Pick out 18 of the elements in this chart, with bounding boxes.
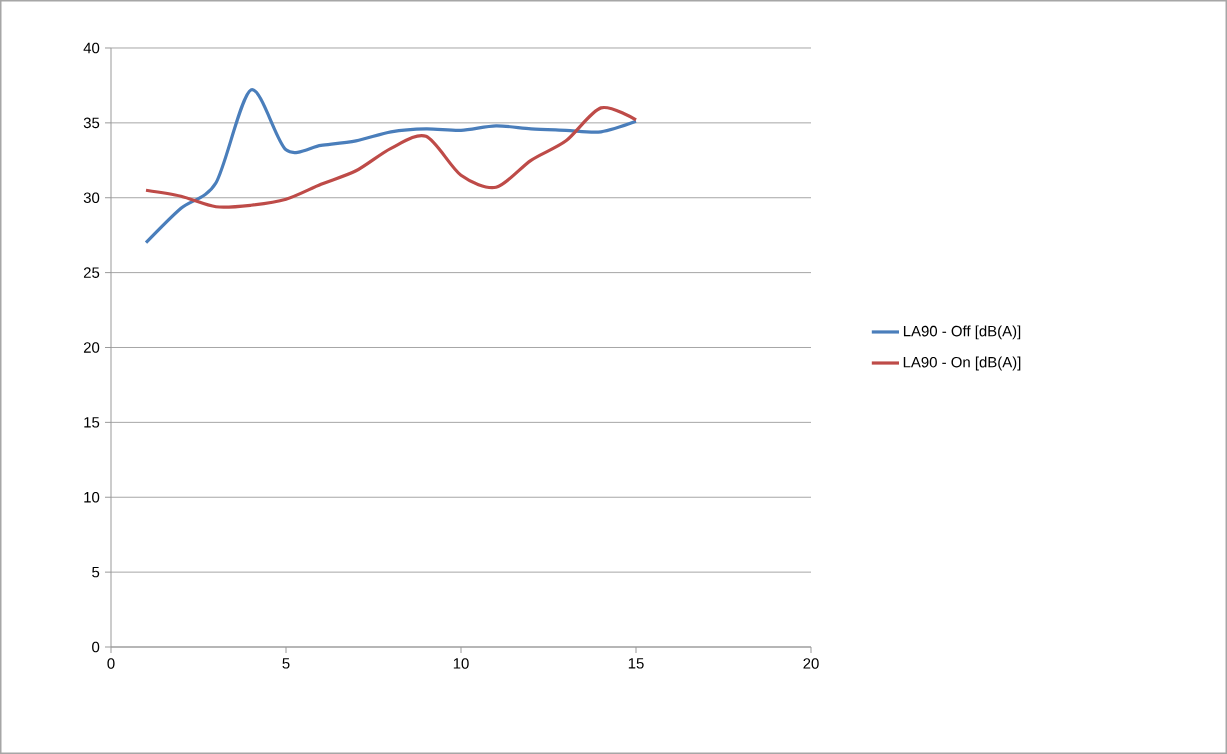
y-tick-label: 20 [83,342,100,353]
legend-label: LA90 - On [dB(A)] [903,356,1021,371]
x-tick-label: 20 [803,658,819,669]
y-tick-label: 15 [84,417,100,428]
y-tick-label: 5 [92,566,100,578]
x-tick-label: 10 [453,658,469,669]
x-tick-label: 5 [282,658,290,669]
y-tick-label: 25 [83,267,100,278]
line-series [144,88,638,245]
y-tick-label: 0 [92,641,100,653]
legend-label: LA90 - Off [dB(A)] [903,325,1021,340]
y-tick-label: 35 [83,117,100,129]
y-tick-label: 10 [84,491,100,503]
x-tick-label: 0 [107,658,115,669]
line-series [144,105,638,209]
x-tick-label: 15 [628,658,644,669]
y-tick-label: 30 [83,192,100,204]
y-tick-label: 40 [83,42,100,54]
